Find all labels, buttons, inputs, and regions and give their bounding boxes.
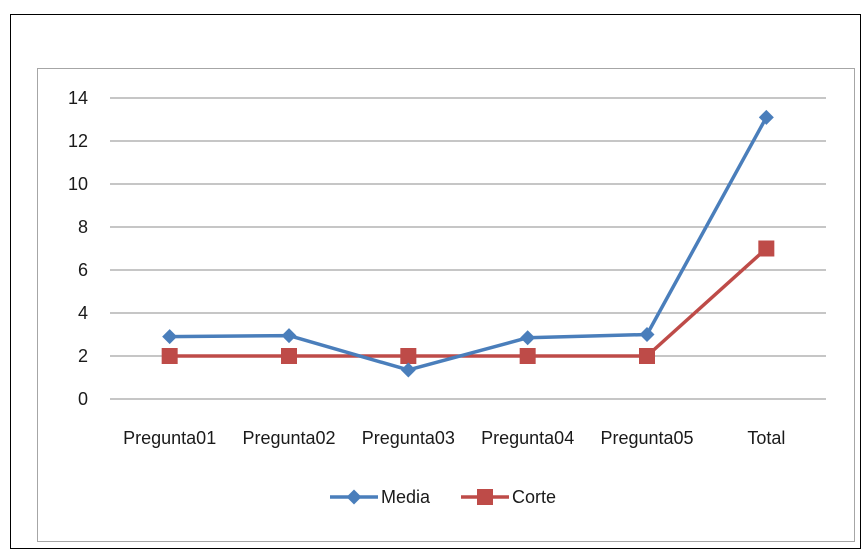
data-point-corte [281, 348, 297, 364]
data-point-media [162, 329, 178, 345]
x-tick-label: Pregunta03 [362, 428, 455, 448]
series-line-media [169, 116, 768, 372]
data-point-media [520, 330, 536, 346]
legend-marker-media [346, 489, 362, 505]
legend: Media Corte [330, 487, 556, 507]
series-group [161, 109, 775, 378]
y-tick-label: 14 [68, 88, 88, 108]
x-axis-ticks: Pregunta01 Pregunta02 Pregunta03 Pregunta04… [123, 428, 785, 448]
data-point-corte [758, 240, 775, 257]
chart-area [37, 68, 855, 542]
legend-label-media: Media [381, 487, 431, 507]
x-tick-label: Total [747, 428, 785, 448]
data-point-corte [519, 348, 536, 364]
y-axis-ticks: 0 2 4 6 8 10 12 14 [68, 88, 88, 409]
x-tick-label: Pregunta02 [242, 428, 335, 448]
y-tick-label: 0 [78, 389, 88, 409]
data-point-media [639, 327, 655, 342]
series-line-corte [169, 247, 768, 358]
legend-marker-corte [477, 489, 493, 505]
data-point-media [281, 328, 297, 344]
y-tick-label: 2 [78, 346, 88, 366]
x-tick-label: Pregunta01 [123, 428, 216, 448]
data-point-media [758, 109, 774, 125]
y-tick-label: 6 [78, 260, 88, 280]
data-point-corte [161, 348, 178, 364]
y-tick-label: 8 [78, 217, 88, 237]
y-tick-label: 12 [68, 131, 88, 151]
data-point-corte [400, 348, 417, 364]
legend-label-corte: Corte [512, 487, 556, 507]
data-point-corte [639, 348, 655, 364]
y-tick-label: 4 [78, 303, 88, 323]
y-tick-label: 10 [68, 174, 88, 194]
x-tick-label: Pregunta04 [481, 428, 574, 448]
x-tick-label: Pregunta05 [600, 428, 693, 448]
data-point-media [400, 362, 416, 378]
